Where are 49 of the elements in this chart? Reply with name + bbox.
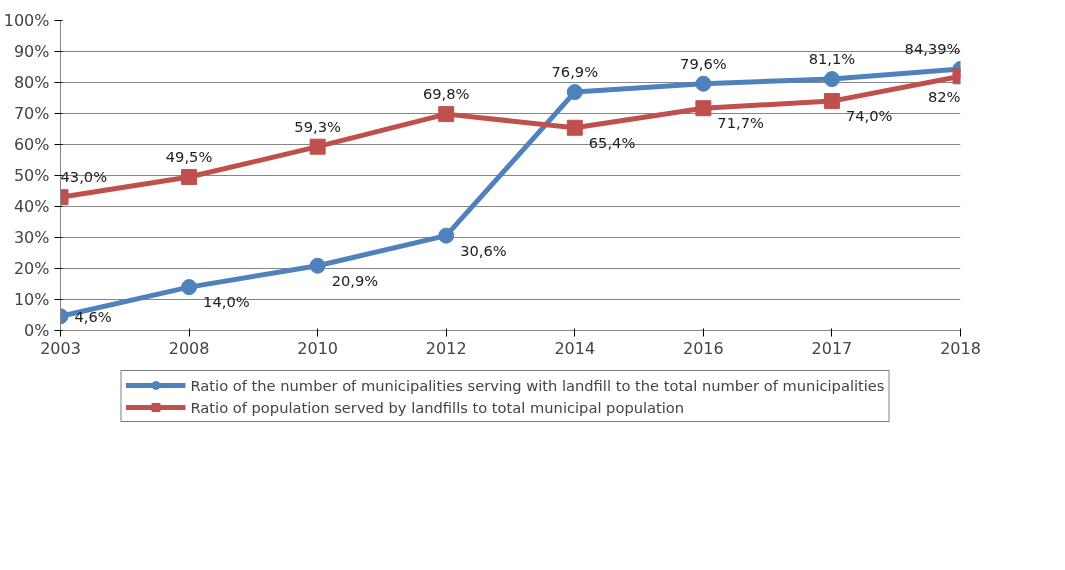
y-tick-label: 100% [3, 11, 50, 30]
point [309, 257, 326, 274]
data-label: 74,0% [845, 107, 893, 125]
data-label: 76,9% [551, 63, 599, 81]
point [309, 138, 326, 155]
y-tick-label: 50% [13, 166, 50, 185]
point [695, 100, 712, 117]
y-tick-label: 0% [24, 321, 50, 340]
data-label: 81,1% [808, 50, 856, 68]
x-tick-label: 2014 [554, 338, 596, 358]
data-label: 69,8% [422, 85, 470, 103]
data-label: 49,5% [165, 148, 213, 166]
y-tick-label: 40% [13, 197, 50, 216]
y-tick-label: 70% [13, 104, 50, 123]
point [181, 279, 198, 296]
y-tick-label: 90% [13, 42, 50, 61]
data-label: 79,6% [680, 54, 727, 72]
legend-label: Ratio of the number of municipalities serving with landfill to the total number of municipalities [190, 376, 885, 394]
data-label: 71,7% [717, 114, 764, 132]
x-tick-label: 2016 [683, 338, 724, 358]
data-label: 59,3% [294, 117, 341, 135]
x-tick-label: 2018 [940, 338, 981, 358]
x-tick-label: 2008 [168, 338, 210, 358]
x-tick-label: 2012 [425, 338, 467, 358]
x-tick-label: 2003 [40, 338, 81, 358]
data-label: 65,4% [588, 133, 636, 151]
data-label: 43,0% [60, 168, 108, 186]
data-label: 30,6% [460, 241, 507, 259]
x-tick-label: 2010 [297, 338, 338, 358]
y-tick-label: 80% [13, 73, 50, 92]
point [566, 119, 583, 136]
point [438, 227, 455, 244]
point [823, 71, 840, 88]
y-tick-label: 20% [13, 259, 50, 278]
data-label: 84,39% [904, 39, 961, 57]
point [181, 169, 198, 186]
data-label: 14,0% [203, 293, 250, 311]
y-tick-label: 30% [13, 228, 50, 247]
point [438, 106, 455, 123]
point [823, 93, 840, 110]
y-tick-label: 10% [13, 290, 50, 309]
data-label: 20,9% [331, 271, 379, 289]
y-tick-label: 60% [13, 135, 50, 154]
point [566, 84, 583, 101]
legend-label: Ratio of population served by landfills to total municipal population [190, 398, 685, 416]
data-label: 4,6% [74, 307, 112, 325]
point [695, 75, 712, 92]
x-tick-label: 2017 [811, 338, 853, 358]
data-label: 82% [927, 88, 961, 106]
